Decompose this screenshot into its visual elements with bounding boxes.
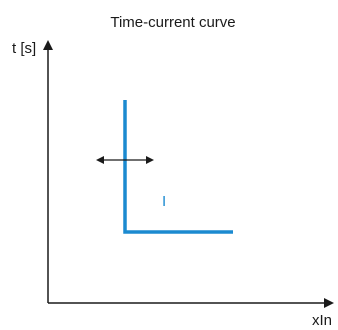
curve-label: I [162, 193, 166, 210]
diagram-title: Time-current curve [110, 14, 235, 31]
trip-curve [123, 100, 233, 234]
y-axis-label: t [s] [12, 40, 36, 57]
adjust-arrows-icon [96, 156, 154, 164]
axes [43, 40, 334, 308]
x-axis-label: xIn [312, 312, 332, 329]
